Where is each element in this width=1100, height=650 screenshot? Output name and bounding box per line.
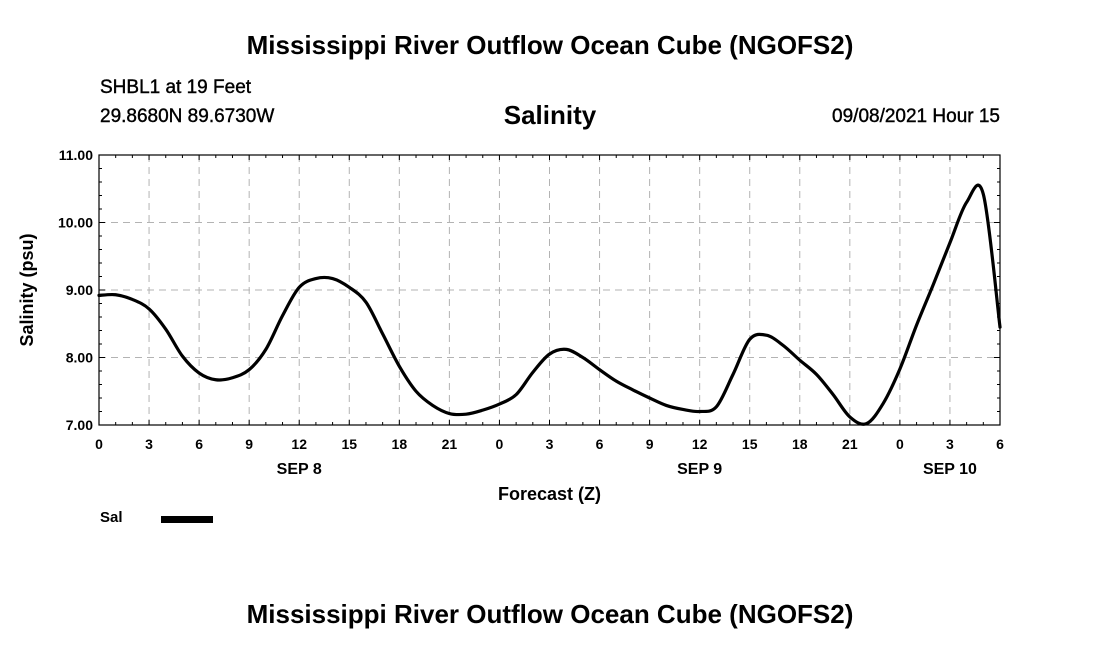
station-label: SHBL1 at 19 Feet <box>100 77 252 98</box>
x-tick-label: 9 <box>646 436 654 452</box>
y-axis-title: Salinity (psu) <box>17 233 37 346</box>
x-tick-label: 21 <box>842 436 858 452</box>
x-tick-label: 6 <box>596 436 604 452</box>
x-tick-label: 3 <box>145 436 153 452</box>
x-tick-label: 0 <box>95 436 103 452</box>
chart-title: Salinity <box>503 100 597 130</box>
y-tick-label: 11.00 <box>59 147 93 163</box>
date-label: SEP 9 <box>677 461 722 478</box>
y-tick-label: 8.00 <box>66 350 93 366</box>
x-tick-label: 6 <box>996 436 1004 452</box>
main-title: Mississippi River Outflow Ocean Cube (NG… <box>246 30 854 60</box>
y-tick-label: 10.00 <box>58 215 93 231</box>
series-line-sal <box>97 183 1002 426</box>
date-label: SEP 8 <box>277 461 322 478</box>
x-tick-label: 9 <box>245 436 253 452</box>
x-tick-label: 0 <box>896 436 904 452</box>
x-tick-label: 15 <box>341 436 357 452</box>
x-tick-label: 3 <box>946 436 954 452</box>
y-tick-label: 9.00 <box>66 282 93 298</box>
y-tick-label: 7.00 <box>66 417 93 433</box>
x-tick-label: 12 <box>291 436 307 452</box>
x-tick-label: 6 <box>195 436 203 452</box>
x-tick-label: 21 <box>442 436 458 452</box>
x-tick-label: 15 <box>742 436 758 452</box>
legend-label: Sal <box>100 509 123 526</box>
x-tick-label: 18 <box>392 436 408 452</box>
legend-swatch <box>161 516 213 523</box>
x-tick-label: 3 <box>546 436 554 452</box>
x-tick-label: 18 <box>792 436 808 452</box>
station-coordinates: 29.8680N 89.6730W <box>100 106 275 127</box>
forecast-timestamp: 09/08/2021 Hour 15 <box>832 106 1000 127</box>
x-tick-label: 12 <box>692 436 708 452</box>
x-axis-title: Forecast (Z) <box>498 484 601 504</box>
date-label: SEP 10 <box>923 461 977 478</box>
footer-title: Mississippi River Outflow Ocean Cube (NG… <box>246 599 854 629</box>
x-tick-label: 0 <box>496 436 504 452</box>
